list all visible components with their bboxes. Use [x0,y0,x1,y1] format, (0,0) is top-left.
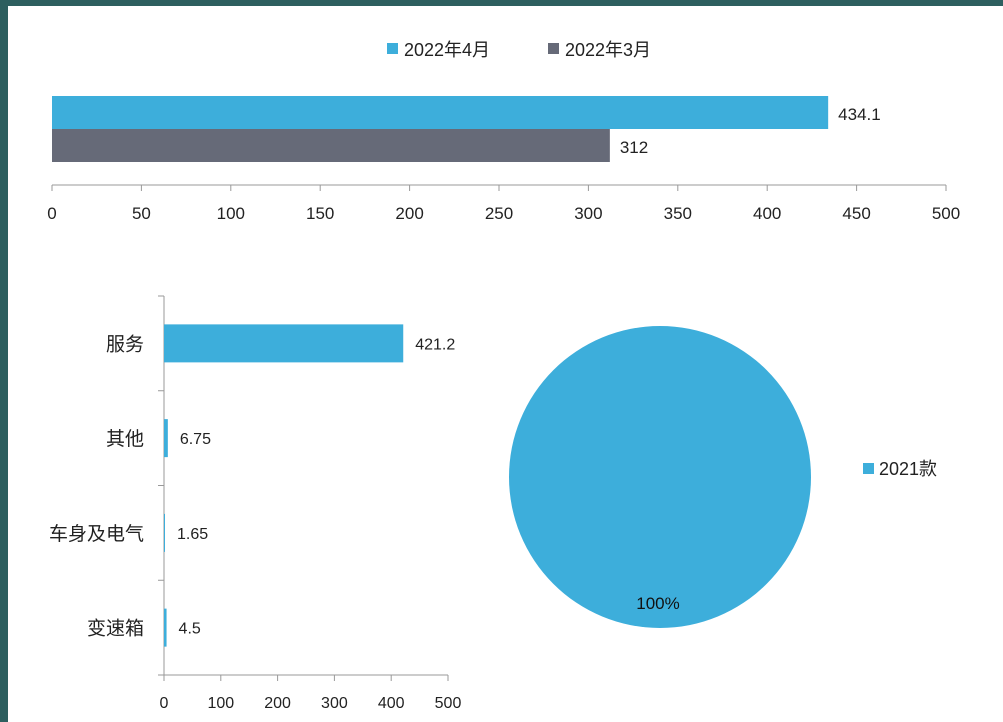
category-label-2: 车身及电气 [49,523,144,545]
x2-tick-label-3: 300 [321,695,348,712]
x-tick-label-7: 350 [664,204,692,223]
x-tick-label-9: 450 [842,204,870,223]
x2-tick-label-1: 100 [207,695,234,712]
chart-canvas: 2022年4月 2022年3月 434.1 312 0 50 100 150 200 250 300… [47,40,960,712]
bar-value-label-1: 312 [620,138,648,157]
x-tick-label-6: 300 [574,204,602,223]
x-tick-label-1: 50 [132,204,151,223]
legend-swatch-0 [387,43,398,54]
bar2-1 [164,419,168,458]
category-label-3: 变速箱 [87,618,144,640]
category-label-1: 其他 [106,428,144,450]
x2-tick-label-2: 200 [264,695,291,712]
bar2-value-label-1: 6.75 [180,431,211,448]
x2-tick-label-4: 400 [378,695,405,712]
bar-1 [52,129,610,162]
pie-slice-0 [509,326,811,628]
pie-legend-label-0: 2021款 [879,459,937,479]
x-tick-label-4: 200 [395,204,423,223]
x-tick-label-5: 250 [485,204,513,223]
x-tick-label-2: 100 [217,204,245,223]
x2-tick-label-5: 500 [435,695,462,712]
bar-value-label-0: 434.1 [838,105,881,124]
bar2-value-label-3: 4.5 [179,621,201,638]
x-tick-label-0: 0 [47,204,56,223]
x2-tick-label-0: 0 [160,695,169,712]
bar2-3 [164,608,167,647]
pie-legend-swatch-0 [863,463,874,474]
bar2-value-label-2: 1.65 [177,526,208,543]
bar2-value-label-0: 421.2 [415,336,455,353]
x-tick-label-10: 500 [932,204,960,223]
legend-label-1: 2022年3月 [565,40,651,60]
legend-label-0: 2022年4月 [404,40,490,60]
bar2-2 [164,513,165,552]
category-label-0: 服务 [106,333,144,355]
legend-swatch-1 [548,43,559,54]
chart-panel: 2022年4月 2022年3月 434.1 312 0 50 100 150 200 250 300… [8,6,1003,722]
x-tick-label-3: 150 [306,204,334,223]
bar-0 [52,96,829,129]
pie-value-label-0: 100% [636,594,679,613]
bar2-0 [164,324,404,363]
x-tick-label-8: 400 [753,204,781,223]
